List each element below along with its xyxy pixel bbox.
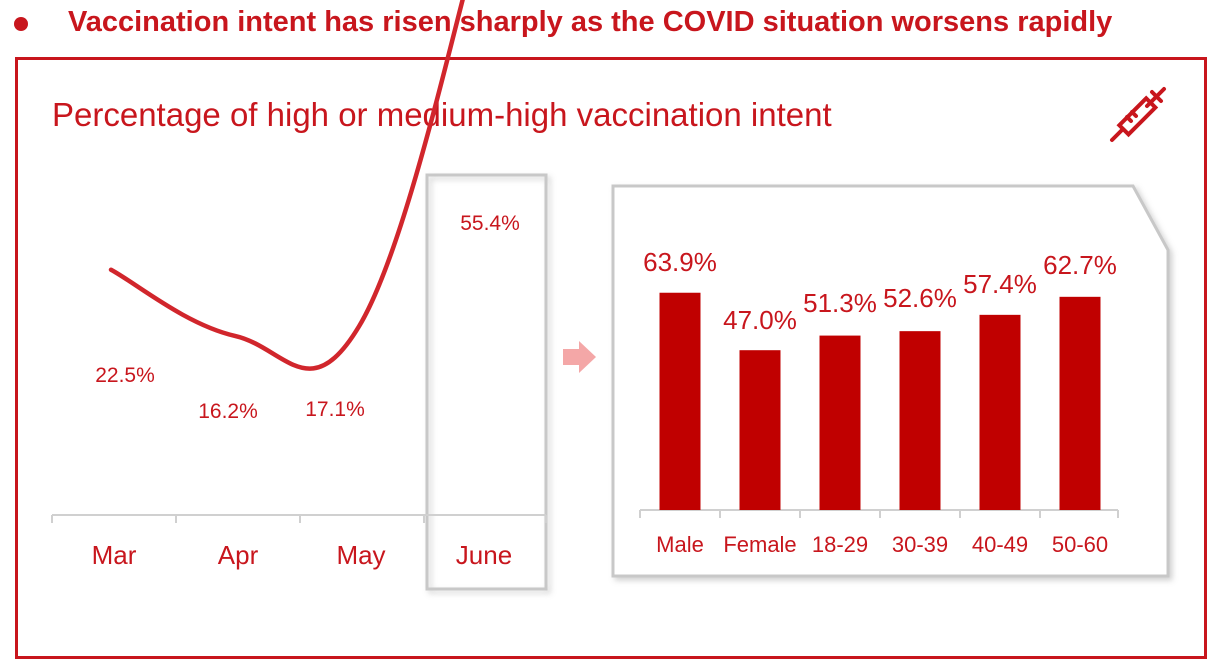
bar-label-female: 47.0%	[723, 305, 797, 335]
headline-row: Vaccination intent has risen sharply as …	[0, 0, 1220, 52]
right-arrow-icon	[563, 341, 596, 373]
month-label-may: May	[336, 540, 385, 570]
month-label-mar: Mar	[92, 540, 137, 570]
bar-label-40-49: 57.4%	[963, 269, 1037, 299]
syringe-icon	[1110, 87, 1166, 142]
bar-50-60	[1059, 296, 1101, 510]
bar-male	[659, 292, 701, 510]
month-label-apr: Apr	[218, 540, 259, 570]
point-label-mar: 22.5%	[95, 364, 155, 387]
cat-label-male: Male	[656, 532, 704, 557]
bar-female	[739, 350, 781, 510]
bar-18-29	[819, 335, 861, 510]
trend-line	[108, 0, 465, 371]
chart-panel	[15, 57, 1207, 659]
cat-label-18-29: 18-29	[812, 532, 868, 557]
bar-label-30-39: 52.6%	[883, 283, 957, 313]
bar-label-18-29: 51.3%	[803, 288, 877, 318]
cat-label-40-49: 40-49	[972, 532, 1028, 557]
point-label-apr: 16.2%	[198, 400, 258, 423]
bar-label-male: 63.9%	[643, 247, 717, 277]
cat-label-50-60: 50-60	[1052, 532, 1108, 557]
point-label-june: 55.4%	[460, 212, 520, 235]
bullet-icon	[14, 17, 28, 31]
point-label-may: 17.1%	[305, 398, 365, 421]
cat-label-30-39: 30-39	[892, 532, 948, 557]
cat-label-female: Female	[723, 532, 796, 557]
bar-40-49	[979, 314, 1021, 510]
june-highlight-frame	[425, 173, 548, 591]
line-chart: 22.5% 16.2% 17.1% 55.4% Mar Apr May June	[51, 0, 548, 591]
bar-chart: 63.9% 47.0% 51.3% 52.6% 57.4% 62.7% Male…	[611, 184, 1170, 578]
month-label-june: June	[456, 540, 512, 570]
chart-title: Percentage of high or medium-high vaccin…	[52, 96, 832, 133]
bar-label-50-60: 62.7%	[1043, 250, 1117, 280]
headline: Vaccination intent has risen sharply as …	[68, 6, 1113, 38]
bar-30-39	[899, 331, 941, 510]
